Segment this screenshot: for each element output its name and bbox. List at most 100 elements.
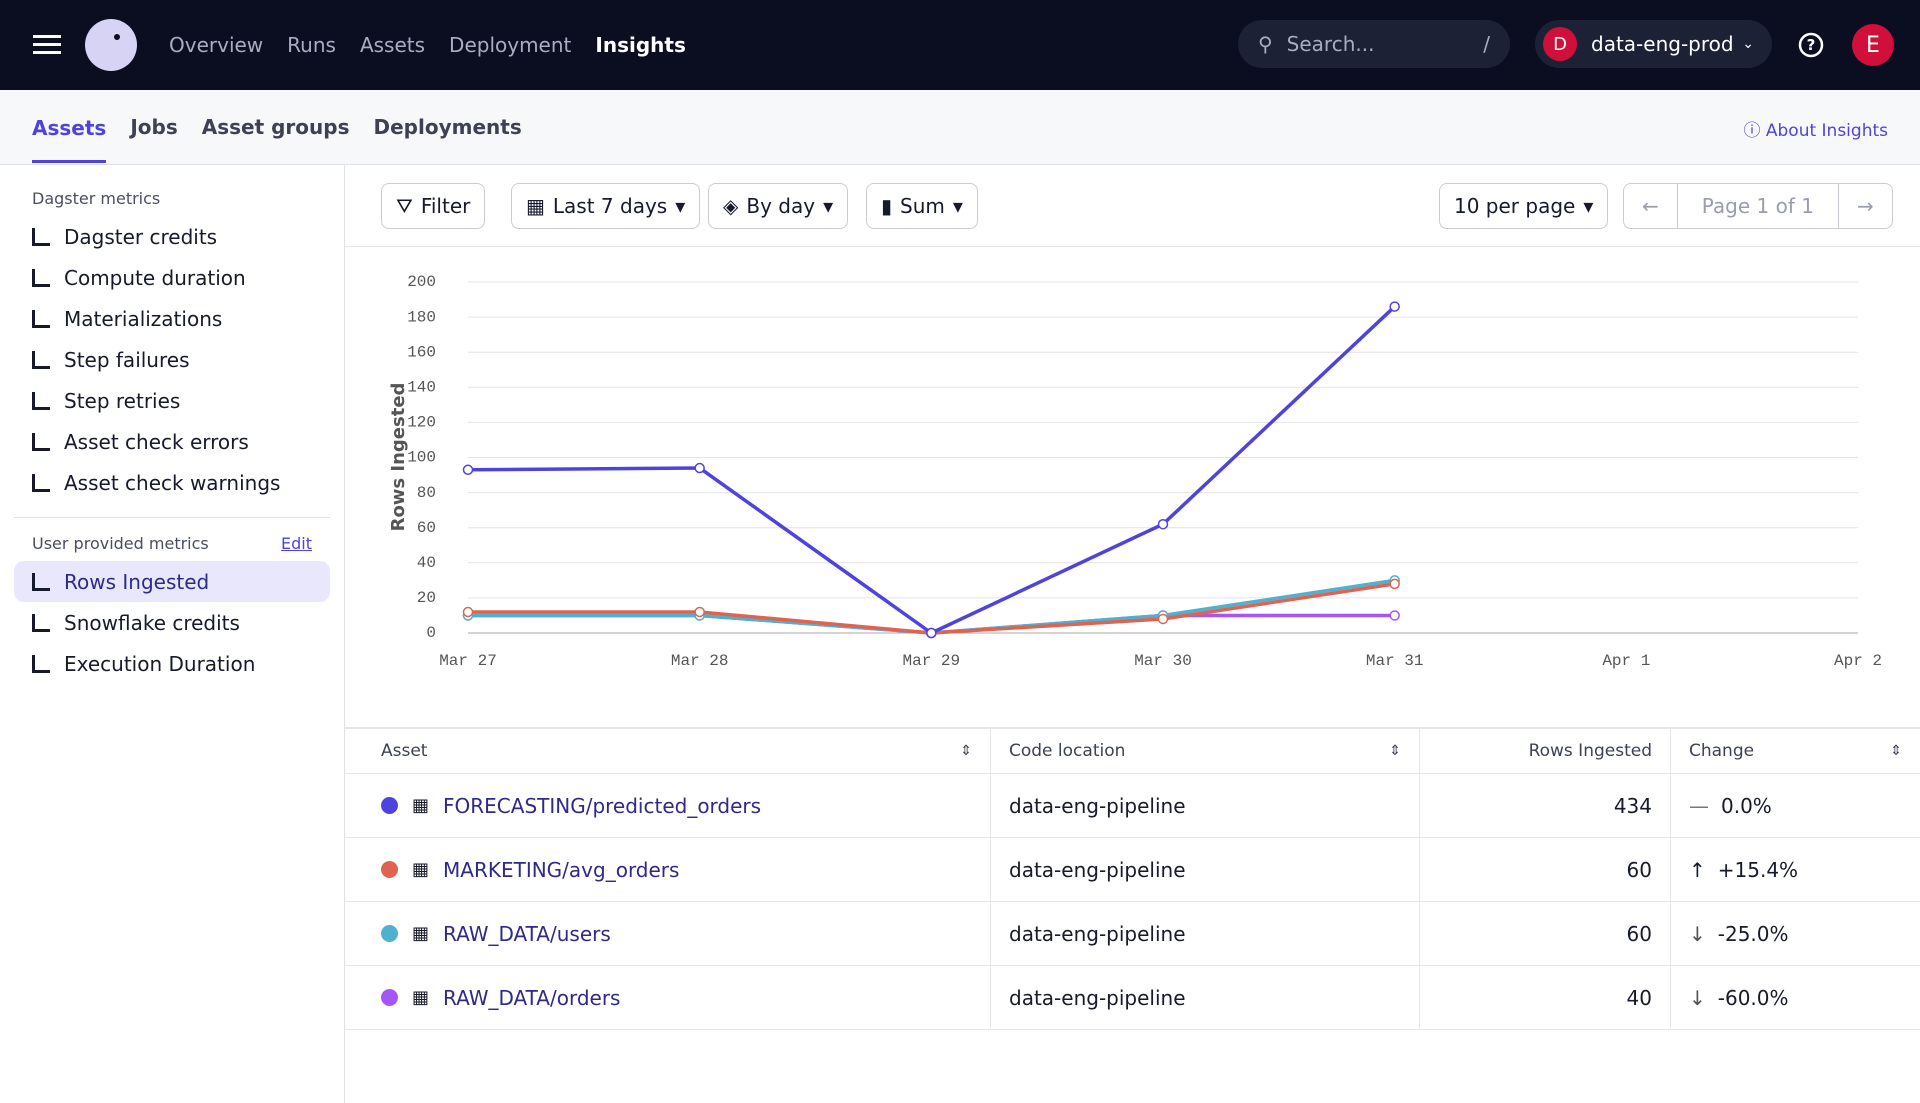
sidebar-item[interactable]: Snowflake credits	[14, 602, 330, 643]
sidebar-item[interactable]: Execution Duration	[14, 643, 330, 684]
tabs: Assets Jobs Asset groups Deployments	[0, 90, 1920, 165]
x-tick-label: Mar 27	[439, 652, 497, 670]
label: Dagster credits	[64, 224, 218, 249]
trend-icon: —	[1689, 793, 1709, 818]
header-cell: Change ⇕	[1671, 729, 1920, 773]
nav-item[interactable]: Overview	[169, 33, 264, 57]
asset-link[interactable]: RAW_DATA/users	[443, 921, 611, 946]
agg[interactable]: ▮ Sum ▾	[866, 183, 978, 229]
sidebar-item[interactable]: Materializations	[14, 298, 330, 339]
x-tick-label: Apr 1	[1602, 652, 1650, 670]
rows-ingested: 40	[1420, 966, 1671, 1029]
icon	[32, 473, 50, 492]
tab[interactable]: Jobs	[130, 115, 178, 139]
series-line	[468, 582, 1395, 635]
asset-link[interactable]: RAW_DATA/orders	[443, 985, 621, 1010]
change: -25.0%	[1717, 921, 1789, 946]
header-text: Change	[1689, 741, 1755, 761]
toolbar: ⛛ Filter ▦ Last 7 days ▾ ◈ By day ▾ ▮ Su…	[345, 165, 1920, 247]
nav-item[interactable]: Runs	[287, 33, 336, 57]
header-text: Rows Ingested	[1528, 741, 1652, 761]
x-tick-label: Apr 2	[1834, 652, 1882, 670]
sidebar-item[interactable]: Asset check warnings	[14, 462, 330, 503]
logo[interactable]	[83, 17, 139, 73]
table-icon: ▦	[412, 987, 430, 1008]
icon	[32, 391, 50, 410]
nav-item[interactable]: Assets	[359, 33, 426, 57]
code-location: data-eng-pipeline	[991, 902, 1420, 965]
point	[694, 606, 705, 618]
asset-cell: ▦ MARKETING/avg_orders	[345, 838, 991, 901]
y-tick-label: 20	[417, 589, 436, 607]
label: Step failures	[64, 347, 190, 372]
y-tick-label: 120	[407, 414, 436, 432]
y-tick-label: 140	[407, 379, 436, 397]
change: -60.0%	[1717, 985, 1789, 1010]
rows-ingested: 60	[1420, 902, 1671, 965]
rows-ingested: 434	[1420, 774, 1671, 837]
code-location: data-eng-pipeline	[991, 838, 1420, 901]
x-tick-label: Mar 28	[671, 652, 729, 670]
y-tick-label: 80	[417, 484, 436, 502]
pager[interactable]: ← Page 1 of 1 →	[1623, 183, 1893, 229]
header-cell: Rows Ingested	[1420, 729, 1671, 773]
user-avatar[interactable]: E	[1852, 24, 1894, 66]
sidebar-item[interactable]: Asset check errors	[14, 421, 330, 462]
sidebar-item[interactable]: Step failures	[14, 339, 330, 380]
icon	[32, 227, 50, 246]
change: 0.0%	[1721, 793, 1772, 818]
nav-item[interactable]: Insights	[595, 33, 686, 57]
label: Rows Ingested	[64, 569, 210, 594]
rows-ingested: 60	[1420, 838, 1671, 901]
asset-link[interactable]: MARKETING/avg_orders	[443, 857, 680, 882]
trend-icon: ↓	[1689, 985, 1706, 1010]
x-tick-label: Mar 30	[1134, 652, 1192, 670]
header-text: Asset	[381, 741, 428, 761]
table-row: ▦ RAW_DATA/users data-eng-pipeline 60 ↓ -25.0…	[345, 902, 1920, 966]
svg-text:?: ?	[1807, 36, 1816, 54]
sidebar-item[interactable]: Step retries	[14, 380, 330, 421]
point	[1389, 610, 1400, 621]
group[interactable]: ◈ By day ▾	[708, 183, 849, 229]
table-icon: ▦	[412, 923, 430, 944]
nav-item[interactable]: Deployment	[449, 33, 572, 57]
tab[interactable]: Asset groups	[201, 115, 350, 139]
dagster-metrics: Dagster credits Compute duration Materiali…	[14, 216, 330, 503]
x-tick-label: Mar 29	[903, 652, 961, 670]
point	[926, 627, 937, 639]
tab[interactable]: Deployments	[373, 115, 522, 139]
asset-link[interactable]: FORECASTING/predicted_orders	[443, 793, 762, 818]
label: Step retries	[64, 388, 181, 413]
search[interactable]: ⚲ Search... /	[1238, 20, 1510, 68]
sidebar-item[interactable]: Rows Ingested	[14, 561, 330, 602]
y-tick-label: 40	[417, 554, 436, 572]
edit[interactable]: Edit	[281, 534, 312, 553]
change-cell: ↓ -25.0%	[1671, 902, 1920, 965]
y-tick-label: 200	[407, 273, 436, 291]
point	[694, 462, 705, 474]
y-tick-label: 0	[426, 624, 436, 642]
about[interactable]: ⓘ About Insights	[1743, 121, 1888, 141]
page: Page 1 of 1	[1701, 194, 1814, 218]
sidebar-item[interactable]: Dagster credits	[14, 216, 330, 257]
help[interactable]: ?	[1797, 31, 1825, 59]
filter[interactable]: ⛛ Filter	[381, 183, 486, 229]
per-page[interactable]: 10 per page ▾	[1439, 183, 1609, 229]
tab[interactable]: Assets	[32, 92, 107, 163]
menu[interactable]	[33, 34, 61, 56]
point	[1157, 613, 1169, 625]
table-header: Asset ⇕ Code location ⇕ Rows Ingested Change ⇕	[345, 727, 1920, 774]
asset-cell: ▦ FORECASTING/predicted_orders	[345, 774, 991, 837]
point	[1157, 518, 1169, 530]
table-row: ▦ FORECASTING/predicted_orders data-eng-pi…	[345, 774, 1920, 838]
icon	[32, 268, 50, 287]
icon	[32, 432, 50, 451]
sidebar-item[interactable]: Compute duration	[14, 257, 330, 298]
point	[462, 606, 474, 618]
range[interactable]: ▦ Last 7 days ▾	[511, 183, 701, 229]
search-text: Search...	[1286, 32, 1375, 56]
header-cell: Asset ⇕	[345, 729, 991, 773]
user-metrics: Rows Ingested Snowflake credits Execution …	[14, 561, 330, 684]
about-text: About Insights	[1765, 121, 1888, 141]
